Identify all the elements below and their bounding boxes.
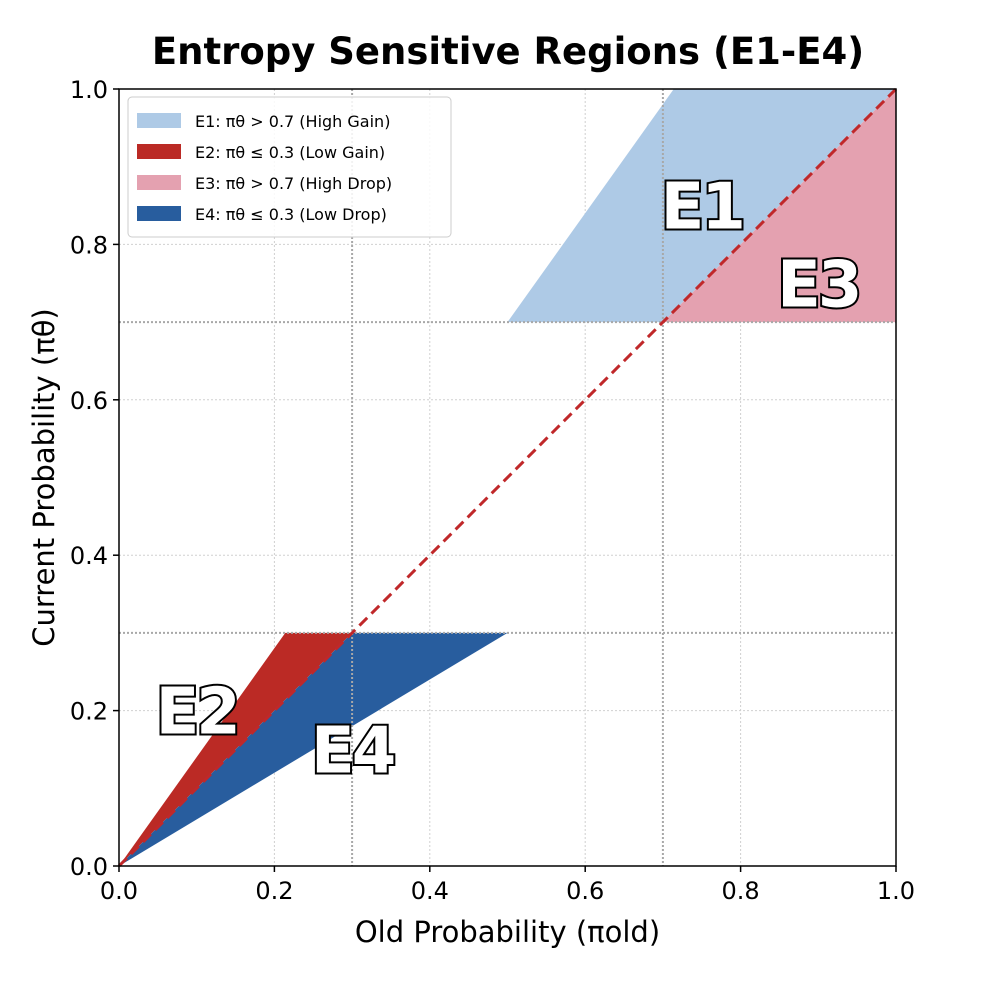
legend-swatch-e2 xyxy=(137,144,181,159)
x-tick-label: 0.8 xyxy=(722,877,760,905)
region-label-e2: E2 xyxy=(156,676,238,750)
legend-box xyxy=(127,96,452,238)
y-tick-label: 0.4 xyxy=(70,542,108,570)
region-label-e1: E1 xyxy=(661,171,743,245)
y-tick-label: 0.0 xyxy=(70,853,108,881)
region-e1 xyxy=(507,89,896,323)
y-tick-label: 1.0 xyxy=(70,76,108,104)
y-tick-label: 0.8 xyxy=(70,231,108,259)
legend-entry-e4: E4: πθ ≤ 0.3 (Low Drop) xyxy=(195,205,387,224)
region-e4 xyxy=(119,632,508,866)
x-tick-label: 1.0 xyxy=(877,877,915,905)
diagonal-line xyxy=(117,87,898,868)
legend-swatch-e4 xyxy=(137,206,181,221)
x-tick-label: 0.2 xyxy=(255,877,293,905)
chart-title: Entropy Sensitive Regions (E1-E4) xyxy=(152,30,864,73)
plot-frame xyxy=(118,88,897,867)
axis-ticks: 0.0 0.2 0.4 0.6 0.8 1.0 0.0 0.2 0.4 0.6 0.8 1.0 xyxy=(70,76,915,905)
y-axis-label: Current Probability (πθ) xyxy=(27,308,61,646)
legend-entry-e1: E1: πθ > 0.7 (High Gain) xyxy=(195,112,390,131)
region-label-e3: E3 xyxy=(777,248,859,322)
y-tick-label: 0.6 xyxy=(70,387,108,415)
region-label-e4: E4 xyxy=(311,714,394,788)
x-axis-label: Old Probability (πold) xyxy=(355,915,660,949)
legend-entry-e3: E3: πθ > 0.7 (High Drop) xyxy=(195,174,392,193)
x-tick-label: 0.6 xyxy=(566,877,604,905)
legend: E1: πθ > 0.7 (High Gain) E2: πθ ≤ 0.3 (Lo… xyxy=(127,96,452,238)
y-tick-label: 0.2 xyxy=(70,698,108,726)
legend-swatch-e3 xyxy=(137,175,181,190)
x-tick-label: 0.4 xyxy=(411,877,449,905)
region-labels: E1 E2 E3 E4 xyxy=(154,169,865,791)
x-tick-label: 0.0 xyxy=(100,877,138,905)
legend-swatch-e1 xyxy=(137,113,181,128)
legend-entry-e2: E2: πθ ≤ 0.3 (Low Gain) xyxy=(195,143,385,162)
